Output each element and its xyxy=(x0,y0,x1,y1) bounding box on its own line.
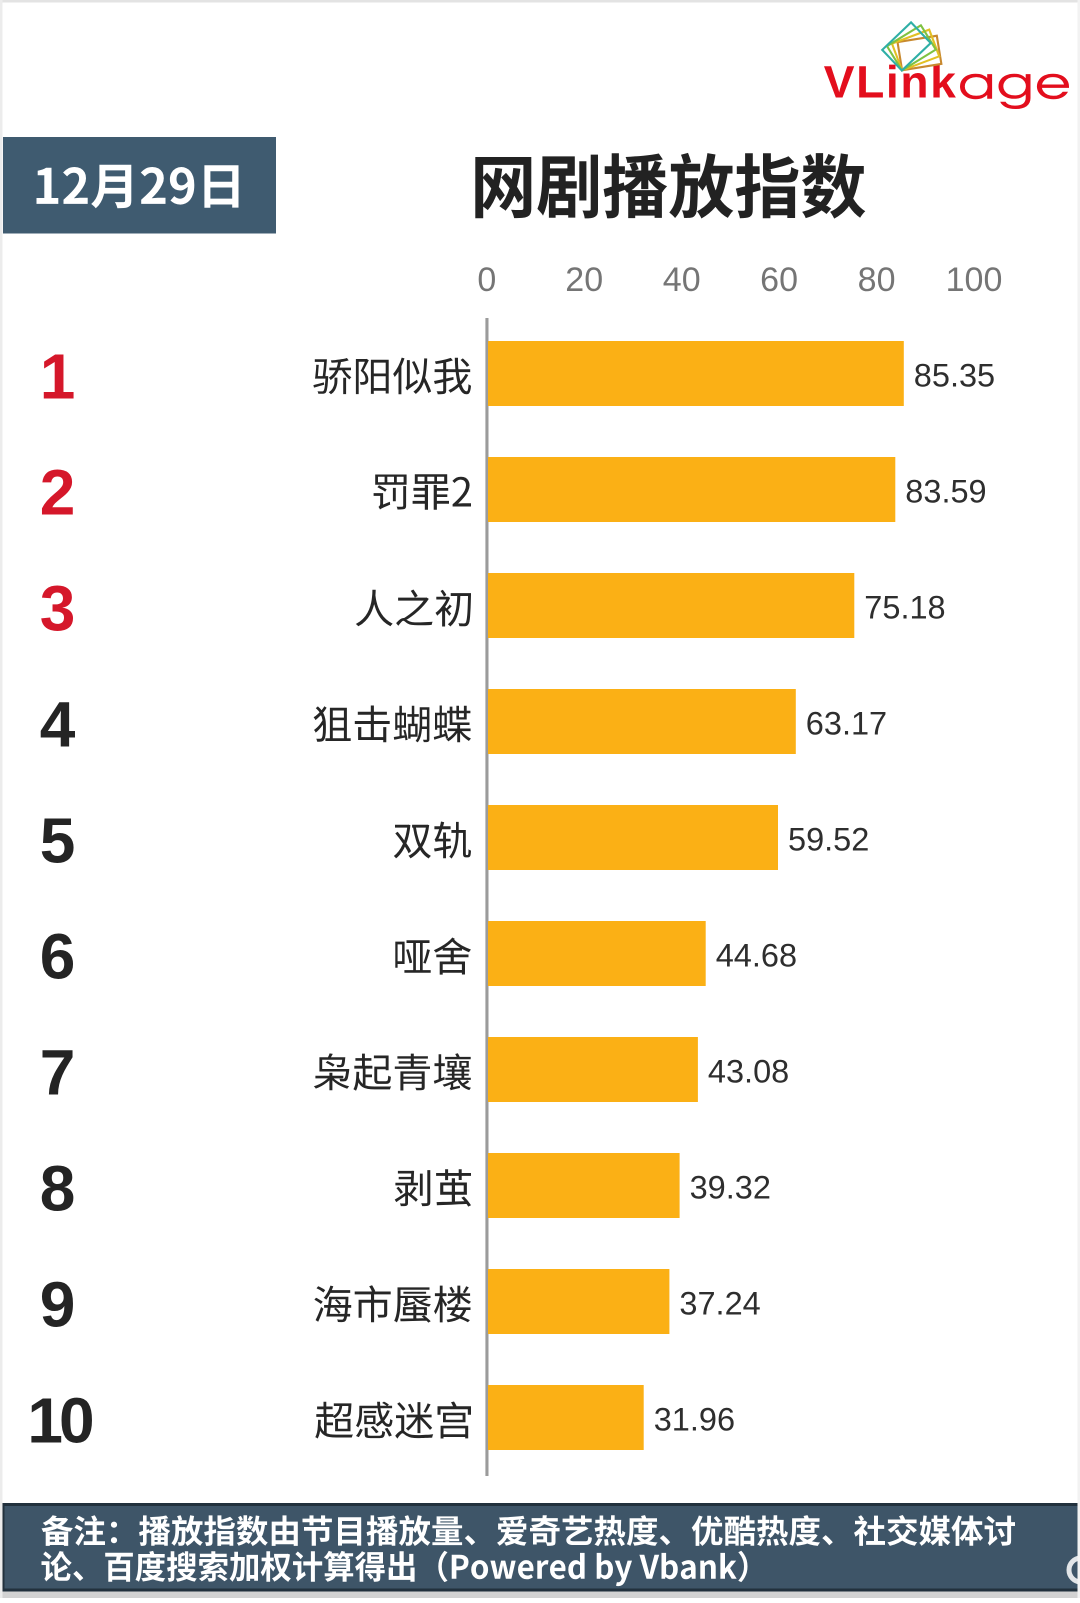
svg-text:80: 80 xyxy=(858,261,896,299)
svg-text:7: 7 xyxy=(40,1037,76,1109)
svg-text:43.08: 43.08 xyxy=(708,1054,789,1090)
svg-text:5: 5 xyxy=(40,805,76,877)
svg-text:75.18: 75.18 xyxy=(864,590,945,626)
svg-text:37.24: 37.24 xyxy=(679,1286,760,1322)
svg-text:8: 8 xyxy=(40,1153,76,1225)
svg-text:1: 1 xyxy=(40,341,76,413)
svg-text:40: 40 xyxy=(663,261,701,299)
svg-text:83.59: 83.59 xyxy=(905,474,986,510)
svg-text:0: 0 xyxy=(477,261,496,299)
svg-text:44.68: 44.68 xyxy=(716,938,797,974)
svg-text:10: 10 xyxy=(27,1385,92,1457)
svg-text:9: 9 xyxy=(40,1269,76,1341)
svg-text:2: 2 xyxy=(40,457,76,529)
svg-text:31.96: 31.96 xyxy=(654,1402,735,1438)
svg-text:4: 4 xyxy=(40,689,76,761)
svg-text:6: 6 xyxy=(40,921,76,993)
svg-text:3: 3 xyxy=(40,573,76,645)
svg-text:63.17: 63.17 xyxy=(806,706,887,742)
svg-text:20: 20 xyxy=(565,261,603,299)
svg-text:39.32: 39.32 xyxy=(690,1170,771,1206)
svg-text:59.52: 59.52 xyxy=(788,822,869,858)
svg-text:100: 100 xyxy=(946,261,1003,299)
svg-text:60: 60 xyxy=(760,261,798,299)
svg-text:85.35: 85.35 xyxy=(914,358,995,394)
